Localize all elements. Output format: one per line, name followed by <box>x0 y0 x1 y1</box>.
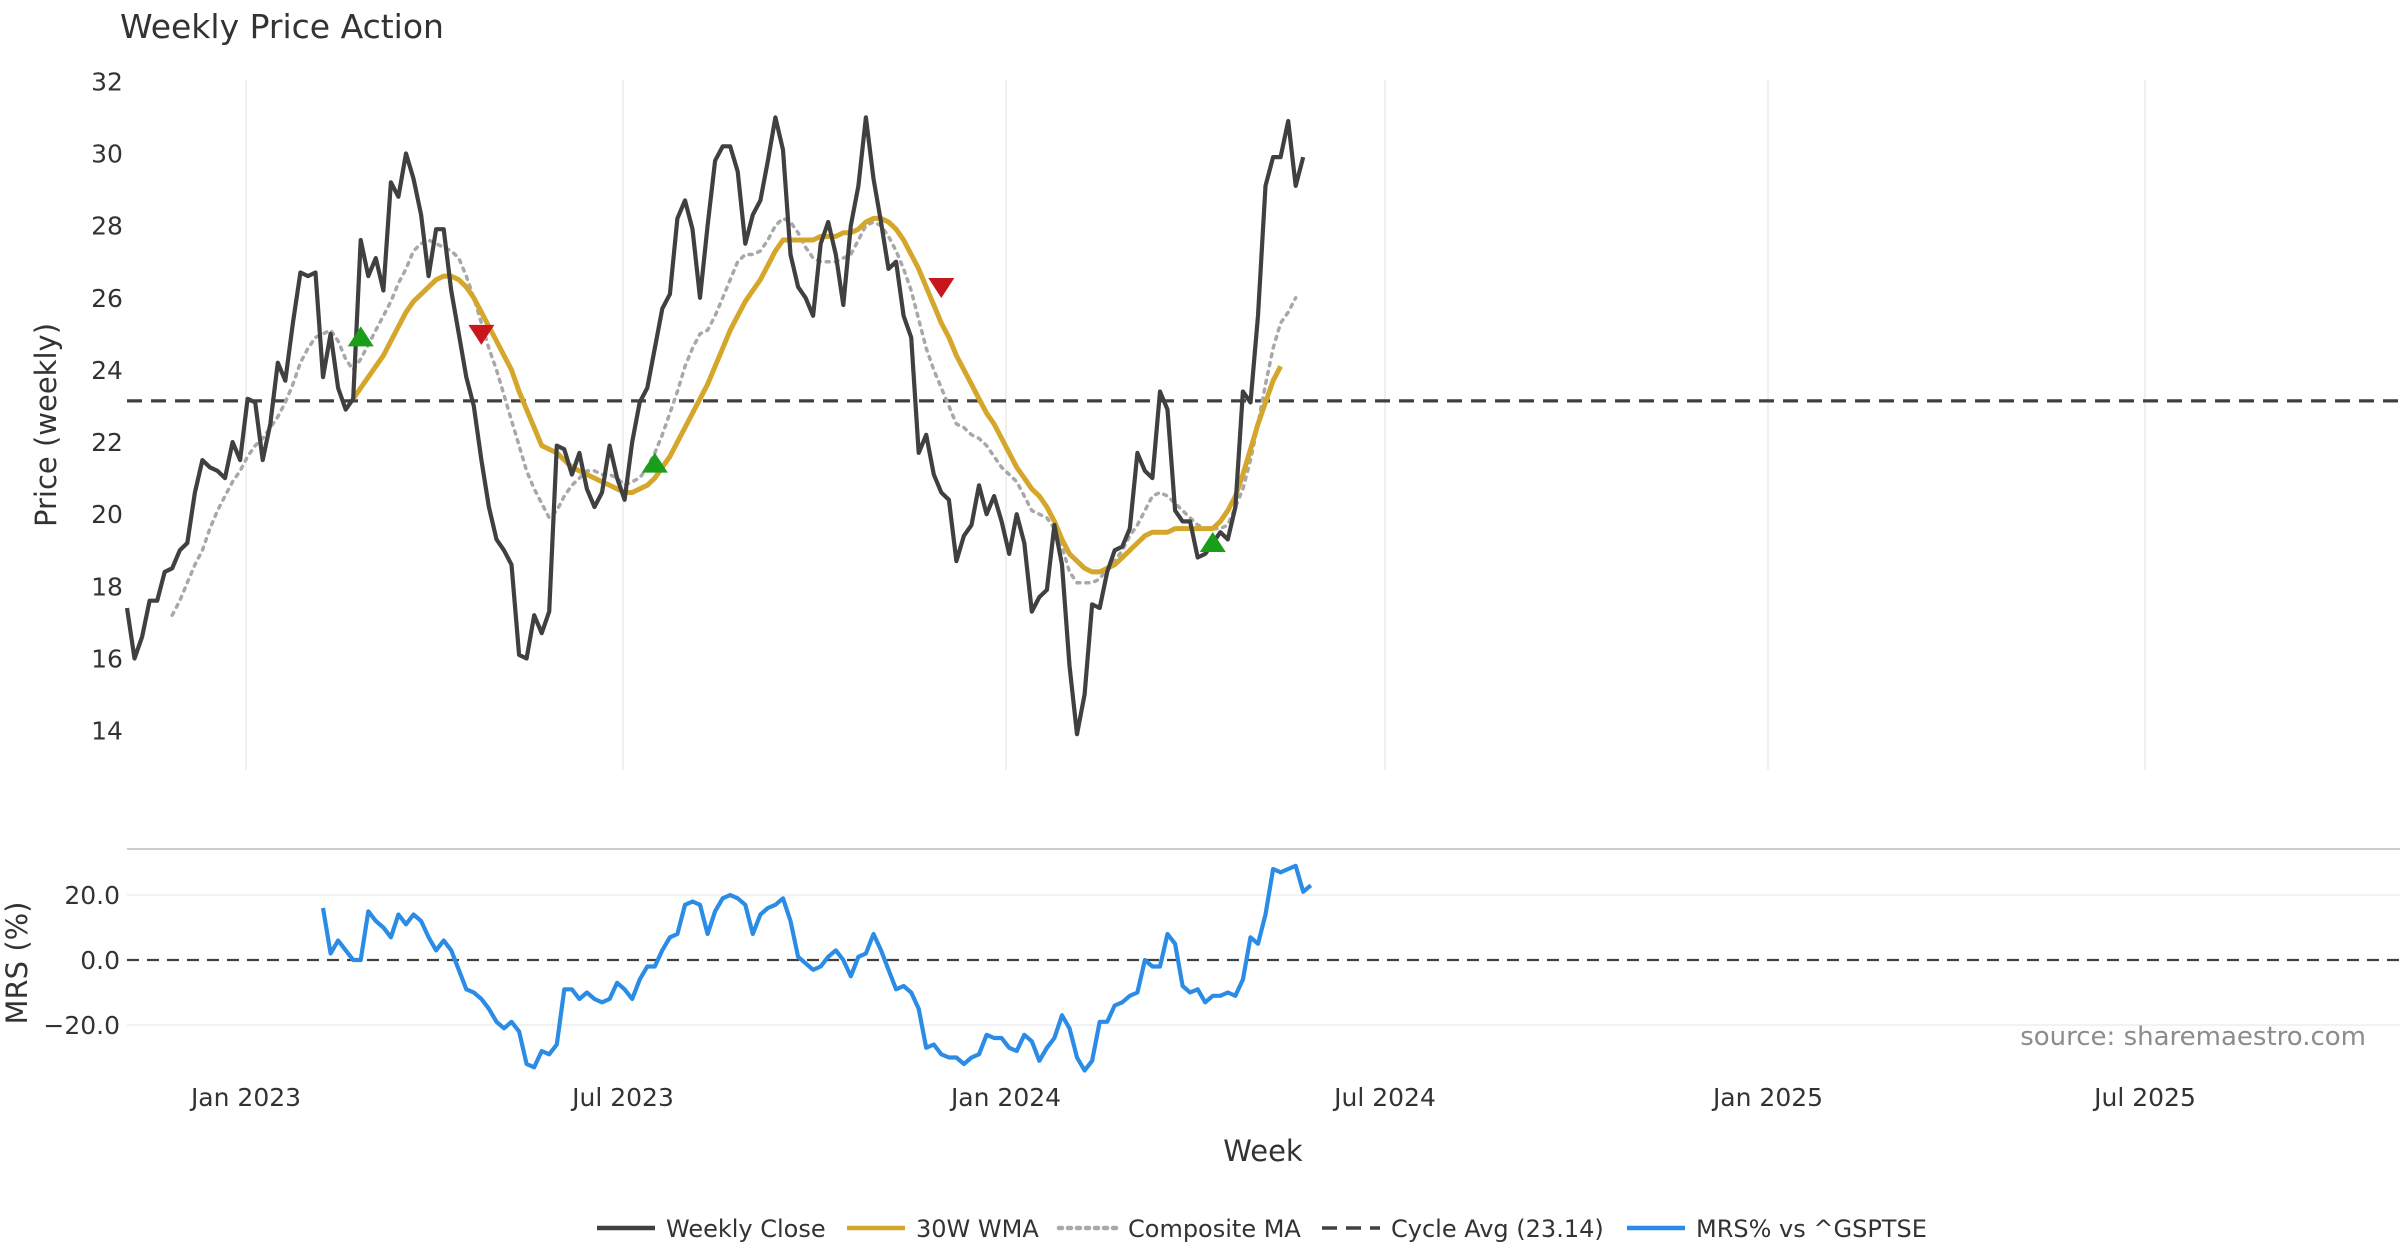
x-tick-label: Jul 2024 <box>1332 1083 1436 1112</box>
mrs-line <box>320 863 1313 1073</box>
legend-item: Cycle Avg (23.14) <box>1322 1215 1604 1243</box>
price-y-tick-label: 28 <box>91 212 123 241</box>
buy-signal-marker <box>641 452 668 473</box>
price-y-tick-label: 22 <box>91 428 123 457</box>
buy-signal-marker <box>347 326 374 347</box>
x-tick-label: Jul 2023 <box>570 1083 674 1112</box>
sell-signal-marker <box>468 324 495 345</box>
legend-label: Composite MA <box>1128 1215 1301 1243</box>
legend-label: MRS% vs ^GSPTSE <box>1696 1215 1927 1243</box>
x-tick-label: Jan 2024 <box>949 1083 1061 1112</box>
weekly-close-line <box>124 115 1306 737</box>
mrs-y-tick-label: −20.0 <box>43 1011 120 1040</box>
sell-signal-marker <box>928 277 955 298</box>
price-y-tick-label: 18 <box>91 572 123 601</box>
mrs-y-tick-label: 20.0 <box>64 881 120 910</box>
price-y-tick-label: 14 <box>91 717 123 746</box>
price-y-tick-label: 20 <box>91 500 123 529</box>
price-y-tick-label: 26 <box>91 284 123 313</box>
legend-item: MRS% vs ^GSPTSE <box>1627 1215 1927 1243</box>
source-note: source: sharemaestro.com <box>2020 1022 2366 1052</box>
price-y-tick-label: 30 <box>91 140 123 169</box>
legend-label: Weekly Close <box>666 1215 826 1243</box>
x-ticks: Jan 2023 Jul 2023 Jan 2024 Jul 2024 Jan 2025… <box>189 1083 2196 1112</box>
wma-30w-line <box>351 215 1283 575</box>
mrs-y-label: MRS (%) <box>0 902 34 1025</box>
x-tick-label: Jul 2025 <box>2092 1083 2196 1112</box>
x-axis-label: Week <box>1223 1134 1303 1168</box>
mrs-y-ticks: 20.0 0.0 −20.0 <box>43 881 120 1040</box>
legend: Weekly Close 30W WMA Composite MA Cycle Avg… <box>597 1215 1927 1243</box>
price-y-label: Price (weekly) <box>29 323 63 527</box>
legend-label: 30W WMA <box>916 1215 1039 1243</box>
buy-signal-marker <box>1199 532 1226 553</box>
legend-label: Cycle Avg (23.14) <box>1391 1215 1604 1243</box>
mrs-y-tick-label: 0.0 <box>80 946 120 975</box>
chart-title: Weekly Price Action <box>120 7 444 46</box>
x-tick-label: Jan 2025 <box>1711 1083 1823 1112</box>
price-y-ticks: 14 16 18 20 22 24 26 28 30 32 <box>91 67 123 745</box>
price-series <box>124 115 2400 737</box>
price-grid <box>245 80 2146 770</box>
signal-markers <box>347 277 1226 553</box>
legend-item: 30W WMA <box>847 1215 1039 1243</box>
legend-item: Weekly Close <box>597 1215 826 1243</box>
mrs-series <box>320 863 1313 1073</box>
price-y-tick-label: 16 <box>91 645 123 674</box>
x-tick-label: Jan 2023 <box>189 1083 301 1112</box>
price-y-tick-label: 32 <box>91 67 123 96</box>
legend-item: Composite MA <box>1056 1215 1301 1243</box>
price-y-tick-label: 24 <box>91 356 123 385</box>
